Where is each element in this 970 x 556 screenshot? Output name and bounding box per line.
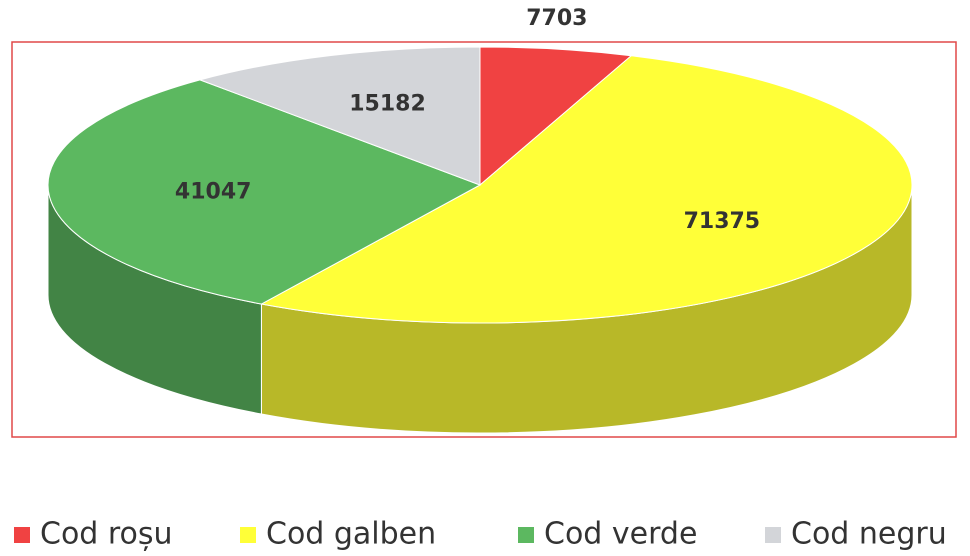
legend-label: Cod galben <box>266 517 436 552</box>
legend-swatch <box>765 527 781 543</box>
chart-border <box>11 41 957 438</box>
legend-label: Cod verde <box>544 517 697 552</box>
data-label: 41047 <box>175 179 252 204</box>
legend-swatch <box>240 527 256 543</box>
legend-label: Cod negru <box>791 517 947 552</box>
legend-swatch <box>518 527 534 543</box>
slice <box>479 46 633 187</box>
legend-label: Cod roșu <box>40 517 173 552</box>
data-label: 71375 <box>684 209 761 234</box>
slice <box>47 79 482 305</box>
data-label: 7703 <box>526 6 587 31</box>
legend-swatch <box>14 527 30 543</box>
slice <box>198 46 481 186</box>
data-label: 15182 <box>349 92 426 117</box>
slice <box>259 55 913 324</box>
